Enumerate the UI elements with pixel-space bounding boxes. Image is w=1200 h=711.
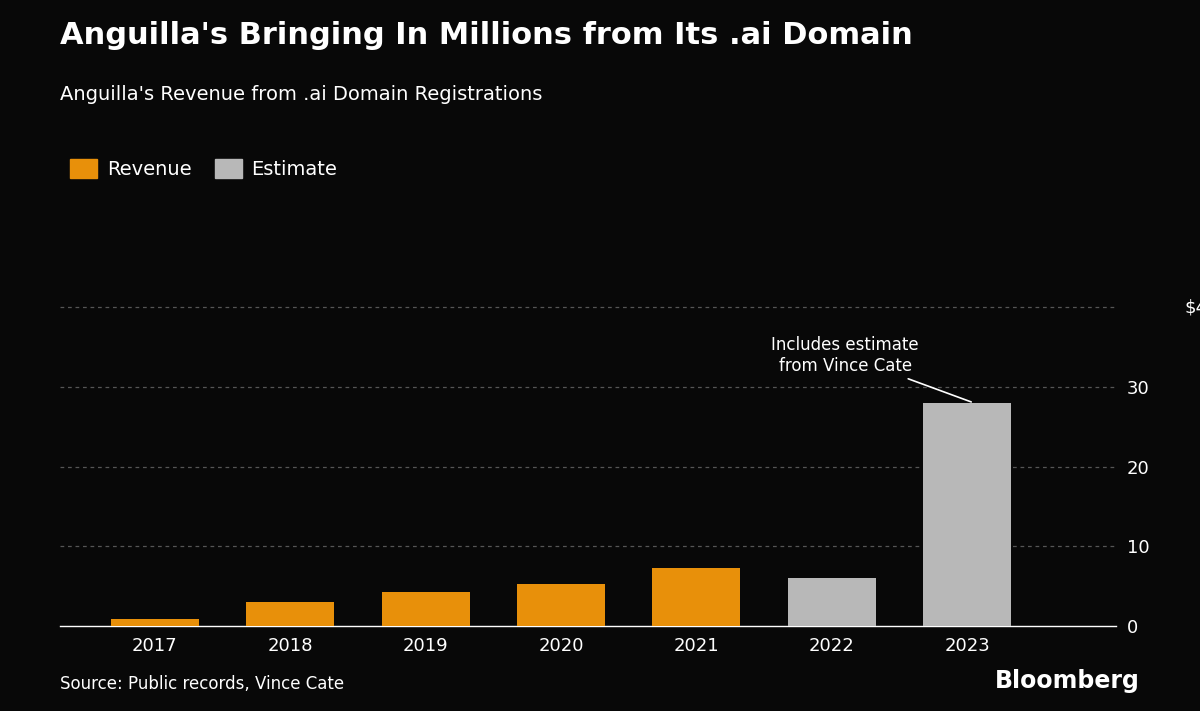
Text: Anguilla's Revenue from .ai Domain Registrations: Anguilla's Revenue from .ai Domain Regis… — [60, 85, 542, 105]
Bar — [246, 602, 334, 626]
Legend: Revenue, Estimate: Revenue, Estimate — [70, 159, 337, 179]
Bar — [787, 578, 876, 626]
Bar — [923, 403, 1012, 626]
Text: Bloomberg: Bloomberg — [995, 669, 1140, 693]
Bar — [382, 592, 469, 626]
Text: Includes estimate
from Vince Cate: Includes estimate from Vince Cate — [772, 336, 971, 402]
Bar — [653, 568, 740, 626]
Text: $40M: $40M — [1184, 299, 1200, 316]
Text: Anguilla's Bringing In Millions from Its .ai Domain: Anguilla's Bringing In Millions from Its… — [60, 21, 913, 50]
Bar — [110, 619, 199, 626]
Bar — [517, 584, 605, 626]
Text: Source: Public records, Vince Cate: Source: Public records, Vince Cate — [60, 675, 344, 693]
